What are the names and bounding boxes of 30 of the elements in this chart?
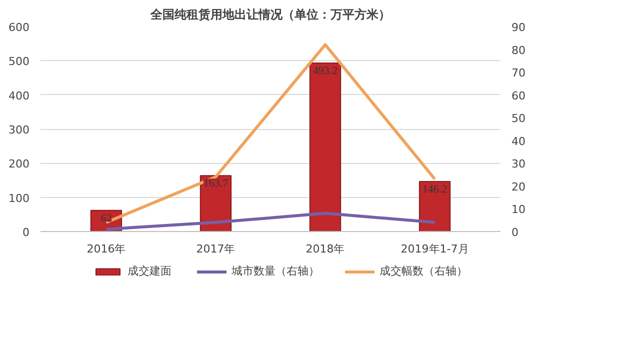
y2-tick-label: 90 — [512, 21, 526, 34]
x-tick-label: 2016年 — [86, 242, 126, 256]
y2-tick-label: 30 — [512, 158, 526, 171]
data-label: 493.2 — [312, 64, 338, 77]
legend-label: 城市数量（右轴） — [232, 264, 320, 278]
x-tick-label: 2018年 — [306, 242, 345, 256]
data-label: 146.2 — [422, 184, 448, 196]
y2-tick-label: 50 — [512, 112, 526, 126]
y2-tick-label: 10 — [512, 203, 526, 216]
y2-tick-label: 0 — [512, 226, 518, 239]
y-tick-label: 300 — [8, 124, 30, 136]
y-tick-label: 400 — [8, 89, 30, 102]
x-tick-label: 2019年1-7月 — [400, 242, 469, 256]
legend-label: 成交建面 — [128, 264, 172, 278]
y-tick-label: 600 — [8, 21, 30, 34]
y2-tick-label: 20 — [512, 180, 526, 194]
bar — [309, 62, 342, 232]
y-tick-label: 100 — [8, 192, 30, 205]
y-tick-label: 500 — [8, 55, 30, 68]
y2-tick-label: 70 — [512, 66, 526, 80]
x-tick-label: 2017年 — [196, 242, 236, 256]
y2-tick-label: 40 — [512, 134, 526, 148]
y-tick-label: 0 — [22, 226, 30, 239]
legend-label: 成交幅数（右轴） — [380, 264, 468, 278]
chart-title: 全国纯租赁用地出让情况（单位：万平方米） — [150, 8, 390, 22]
y2-tick-label: 80 — [512, 44, 526, 57]
data-label: 62 — [100, 212, 112, 224]
data-label: 163.7 — [203, 178, 229, 190]
y-tick-label: 200 — [8, 158, 30, 171]
y2-tick-label: 60 — [512, 89, 526, 102]
